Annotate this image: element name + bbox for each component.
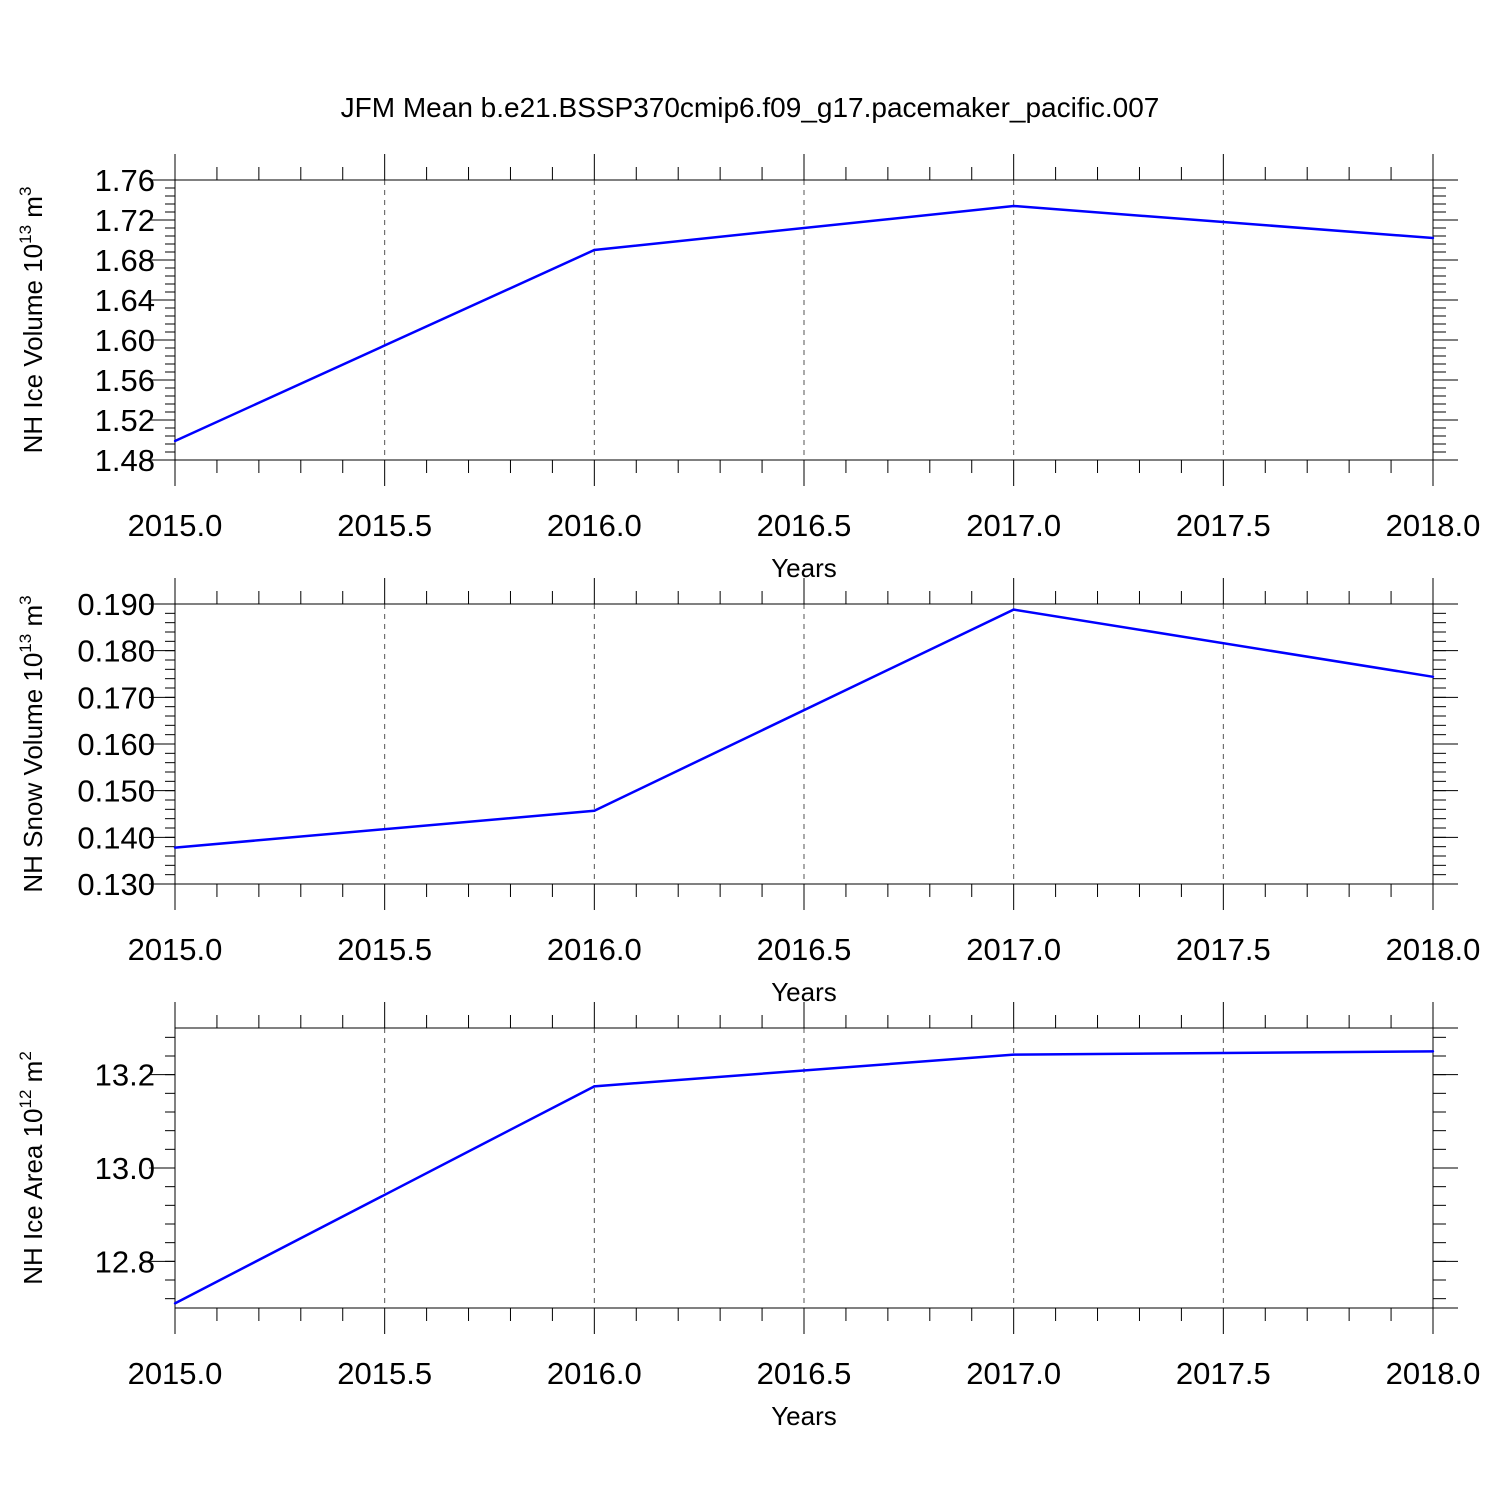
x-tick-label: 2015.0 (128, 1356, 223, 1391)
data-point (1012, 608, 1015, 611)
x-tick-label: 2018.0 (1386, 508, 1481, 543)
x-tick-label: 2017.5 (1176, 508, 1271, 543)
y-axis-label-unit: m (18, 196, 48, 225)
series-line (174, 204, 1434, 443)
panel-1: 1.48 1.52 1.56 1.60 1.64 1.68 1.72 1.76 2015.0 20… (16, 154, 1480, 583)
y-tick-label: 1.64 (95, 283, 155, 318)
y-tick-label: 1.56 (95, 363, 155, 398)
data-point (1012, 1053, 1015, 1056)
x-tick-label: 2018.0 (1386, 932, 1481, 967)
y-tick-label: 1.48 (95, 443, 155, 478)
y-axis-label: NH Snow Volume 1013 m3 (16, 595, 48, 892)
x-tick-label: 2017.5 (1176, 1356, 1271, 1391)
data-point (173, 439, 177, 443)
y-tick-label: 1.76 (95, 163, 155, 198)
y-axis-label-main: NH Ice Area 10 (18, 1108, 48, 1284)
y-tick-label: 0.160 (77, 727, 155, 762)
y-axis-label-unit-exponent: 3 (16, 187, 35, 196)
data-point (593, 809, 596, 812)
y-axis-label-unit: m (18, 605, 48, 634)
x-tick-label: 2017.0 (966, 1356, 1061, 1391)
x-axis-label: Years (771, 1401, 837, 1431)
panel-3: 12.8 13.0 13.2 2015.0 2015.5 2016.0 2016.5 2017… (16, 1002, 1480, 1431)
y-tick-label: 13.2 (95, 1058, 155, 1093)
y-axis-label: NH Ice Volume 1013 m3 (16, 187, 48, 454)
y-tick-label: 1.52 (95, 403, 155, 438)
y-axis-label-unit-exponent: 2 (16, 1051, 35, 1060)
y-tick-label: 0.140 (77, 820, 155, 855)
panel-2: 0.130 0.140 0.150 0.160 0.170 0.180 0.190 2015.… (16, 578, 1480, 1007)
y-tick-label: 0.170 (77, 680, 155, 715)
x-tick-label: 2015.5 (337, 508, 432, 543)
y-tick-label: 0.180 (77, 634, 155, 669)
data-point (593, 1085, 596, 1088)
x-tick-label: 2015.5 (337, 1356, 432, 1391)
data-point (1431, 675, 1435, 678)
x-tick-label: 2016.5 (757, 1356, 852, 1391)
y-tick-label: 1.60 (95, 323, 155, 358)
data-point (1431, 1050, 1435, 1053)
series-line (174, 1050, 1434, 1305)
y-axis-label-main: NH Snow Volume 10 (18, 653, 48, 893)
x-tick-label: 2017.5 (1176, 932, 1271, 967)
x-tick-label: 2015.0 (128, 508, 223, 543)
figure-title: JFM Mean b.e21.BSSP370cmip6.f09_g17.pace… (341, 92, 1160, 123)
y-axis-label: NH Ice Area 1012 m2 (16, 1051, 48, 1285)
x-tick-label: 2016.5 (757, 932, 852, 967)
x-tick-label: 2016.0 (547, 932, 642, 967)
y-axis-label-unit-exponent: 3 (16, 595, 35, 604)
x-tick-label: 2017.0 (966, 508, 1061, 543)
data-point (173, 1302, 177, 1305)
y-axis-label-exponent: 13 (16, 225, 35, 244)
x-tick-label: 2016.5 (757, 508, 852, 543)
series-line (174, 608, 1434, 849)
x-tick-label: 2016.0 (547, 1356, 642, 1391)
data-point (1012, 204, 1015, 208)
x-tick-label: 2017.0 (966, 932, 1061, 967)
y-tick-label: 0.130 (77, 867, 155, 902)
y-tick-label: 1.68 (95, 243, 155, 278)
y-axis-label-exponent: 13 (16, 634, 35, 653)
y-axis-label-exponent: 12 (16, 1090, 35, 1109)
y-tick-label: 0.190 (77, 587, 155, 622)
x-tick-label: 2016.0 (547, 508, 642, 543)
y-tick-label: 0.150 (77, 774, 155, 809)
y-axis-label-main: NH Ice Volume 10 (18, 244, 48, 454)
x-tick-label: 2018.0 (1386, 1356, 1481, 1391)
data-point (173, 846, 177, 849)
y-tick-label: 1.72 (95, 203, 155, 238)
x-tick-label: 2015.0 (128, 932, 223, 967)
data-point (593, 248, 596, 252)
y-tick-label: 13.0 (95, 1151, 155, 1186)
y-tick-label: 12.8 (95, 1244, 155, 1279)
y-axis-label-unit: m (18, 1061, 48, 1090)
x-tick-label: 2015.5 (337, 932, 432, 967)
data-point (1431, 236, 1435, 240)
